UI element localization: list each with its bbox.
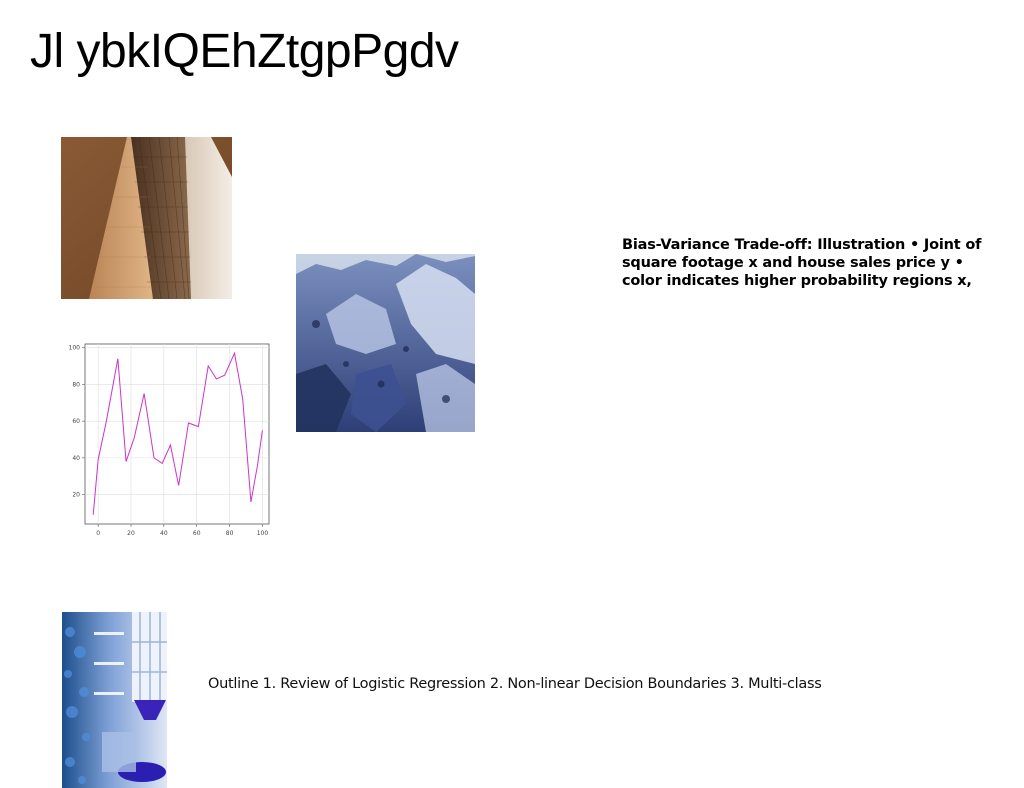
x-tick-label: 20 — [127, 530, 135, 537]
series-line — [92, 351, 263, 515]
x-tick-label: 80 — [226, 530, 234, 537]
x-tick-label: 0 — [96, 530, 100, 537]
y-tick-label: 80 — [72, 381, 80, 388]
y-tick-label: 100 — [69, 345, 81, 352]
bias-variance-callout: Bias-Variance Trade-off: Illustration • … — [622, 237, 982, 289]
plot-area — [84, 343, 270, 525]
y-tick-label: 60 — [72, 418, 80, 425]
building-photo — [61, 137, 232, 299]
x-tick-label: 40 — [160, 530, 168, 537]
interior-photo — [62, 612, 167, 788]
line-chart: 20 40 60 80 100 0 20 40 60 80 100 — [62, 338, 272, 540]
x-tick-label: 100 — [257, 530, 269, 537]
page-title: Jl ybkIQEhZtgpPgdv — [30, 25, 459, 78]
outline-text: Outline 1. Review of Logistic Regression… — [208, 676, 822, 692]
x-tick-label: 60 — [193, 530, 201, 537]
y-tick-label: 20 — [72, 492, 80, 499]
y-tick-label: 40 — [72, 455, 80, 462]
rocks-photo — [296, 254, 475, 432]
